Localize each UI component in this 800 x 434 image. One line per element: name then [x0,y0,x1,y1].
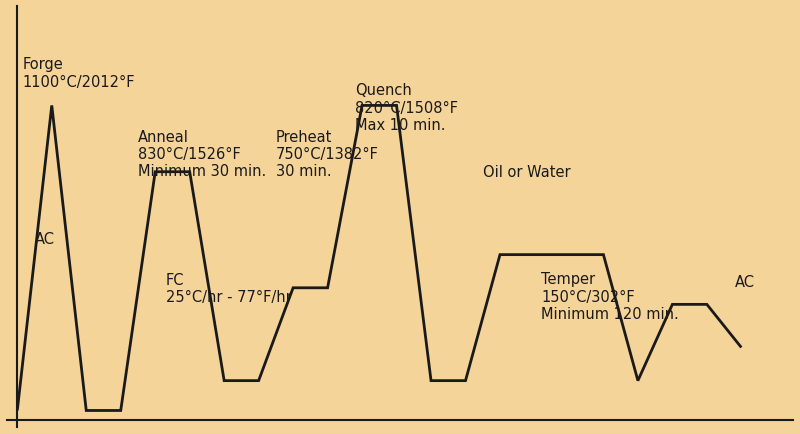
Text: Preheat
750°C/1382°F
30 min.: Preheat 750°C/1382°F 30 min. [276,129,378,179]
Text: Forge
1100°C/2012°F: Forge 1100°C/2012°F [22,57,135,90]
Text: AC: AC [734,274,754,289]
Text: Oil or Water: Oil or Water [482,165,570,180]
Text: FC
25°C/hr - 77°F/hr: FC 25°C/hr - 77°F/hr [166,272,291,304]
Text: Quench
820°C/1508°F
Max 10 min.: Quench 820°C/1508°F Max 10 min. [355,83,458,133]
Text: Temper
150°C/302°F
Minimum 120 min.: Temper 150°C/302°F Minimum 120 min. [542,272,679,321]
Text: Anneal
830°C/1526°F
Minimum 30 min.: Anneal 830°C/1526°F Minimum 30 min. [138,129,266,179]
Text: AC: AC [34,231,54,246]
